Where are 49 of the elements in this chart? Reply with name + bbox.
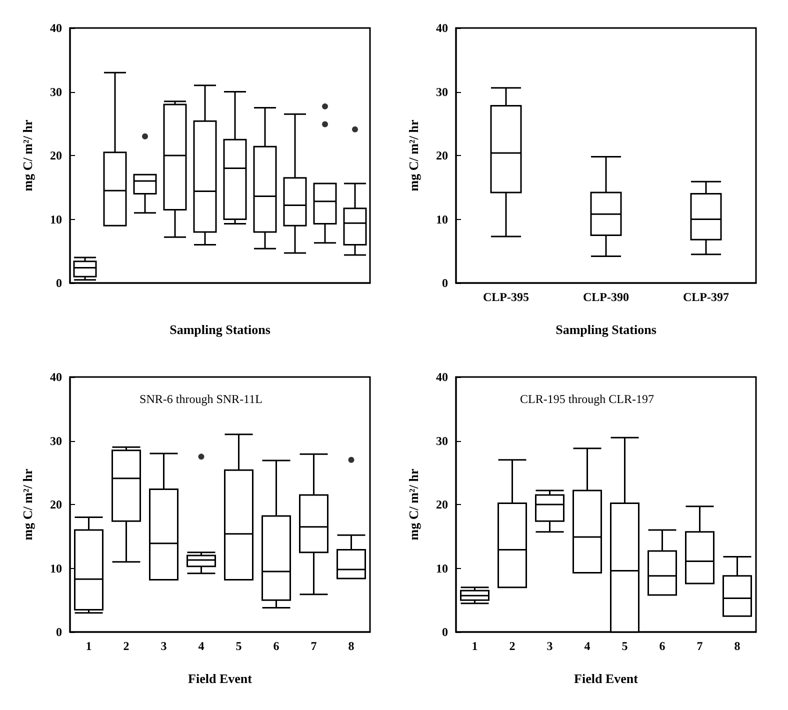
- y-tick-label: 40: [436, 370, 448, 384]
- y-tick-label: 0: [56, 625, 62, 639]
- x-axis-title: Sampling Stations: [170, 322, 270, 337]
- x-tick-label: CLP-397: [683, 290, 729, 304]
- x-tick-label: 6: [659, 639, 666, 653]
- x-tick-label: 1: [86, 639, 92, 653]
- y-tick-label: 30: [436, 434, 448, 448]
- y-tick-label: 20: [50, 498, 62, 512]
- x-axis-title: Sampling Stations: [556, 322, 656, 337]
- x-tick-label: 3: [160, 639, 167, 653]
- y-tick-label: 40: [436, 21, 448, 35]
- y-axis-title: mg C/ m²/ hr: [406, 468, 421, 540]
- y-tick-label: 20: [436, 148, 448, 162]
- y-tick-label: 0: [442, 625, 448, 639]
- x-tick-label: 2: [509, 639, 516, 653]
- x-tick-label: CLP-390: [583, 290, 629, 304]
- x-tick-label: 4: [584, 639, 590, 653]
- x-tick-label: CLP-395: [483, 290, 529, 304]
- x-tick-label: 7: [310, 639, 317, 653]
- x-axis-title: Field Event: [574, 671, 639, 686]
- y-axis-title: mg C/ m²/ hr: [20, 468, 35, 540]
- annotation: SNR-6 through SNR-11L: [140, 392, 262, 406]
- y-tick-label: 0: [442, 276, 448, 290]
- y-tick-label: 30: [50, 434, 62, 448]
- y-tick-label: 20: [50, 148, 62, 162]
- x-tick-label: 4: [198, 639, 204, 653]
- y-tick-label: 10: [436, 561, 448, 576]
- x-tick-label: 5: [622, 639, 628, 653]
- x-axis-title: Field Event: [188, 671, 253, 686]
- y-tick-label: 10: [50, 212, 62, 226]
- x-tick-label: 3: [546, 639, 553, 653]
- x-tick-label: 6: [273, 639, 280, 653]
- y-tick-label: 0: [56, 276, 62, 290]
- y-tick-label: 40: [50, 370, 62, 384]
- y-tick-label: 10: [436, 212, 448, 226]
- y-axis-title: mg C/ m²/ hr: [406, 120, 421, 192]
- y-tick-label: 40: [50, 21, 62, 35]
- y-tick-label: 10: [50, 561, 62, 576]
- x-tick-label: 1: [472, 639, 478, 653]
- y-tick-label: 30: [50, 84, 62, 99]
- x-tick-label: 2: [123, 639, 130, 653]
- x-tick-label: 5: [236, 639, 242, 653]
- y-tick-label: 30: [436, 84, 448, 99]
- y-tick-label: 20: [436, 498, 448, 512]
- y-axis-title: mg C/ m²/ hr: [20, 120, 35, 192]
- x-tick-label: 8: [348, 639, 354, 653]
- x-tick-label: 8: [734, 639, 740, 653]
- x-tick-label: 7: [696, 639, 703, 653]
- annotation: CLR-195 through CLR-197: [520, 392, 654, 406]
